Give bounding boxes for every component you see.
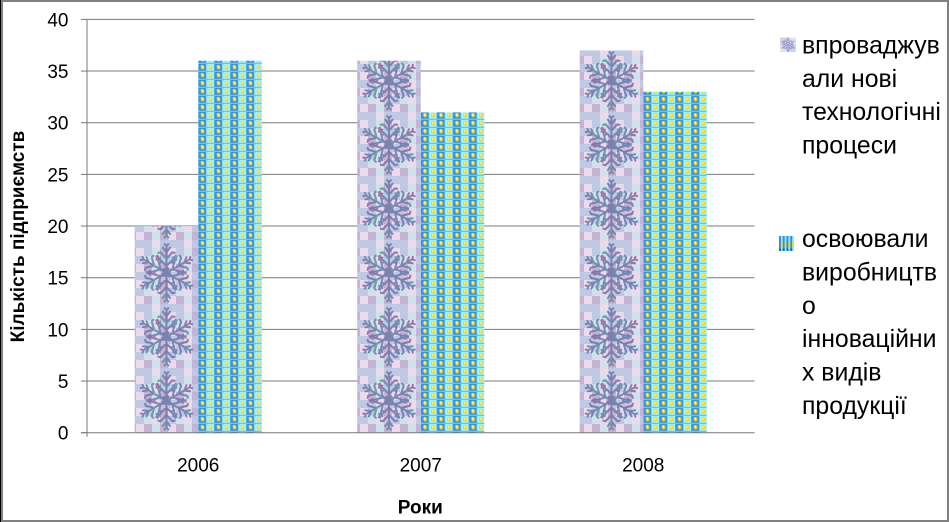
svg-text:х видів: х видів [802,360,881,387]
svg-text:виробництв: виробництв [802,259,937,286]
svg-text:технологічні: технологічні [802,99,941,126]
svg-text:35: 35 [47,62,68,83]
svg-text:Кількість підприємств: Кількість підприємств [8,131,29,343]
svg-text:2007: 2007 [400,456,442,477]
svg-text:освоювали: освоювали [802,226,928,253]
svg-text:0: 0 [58,424,69,445]
svg-text:продукції: продукції [802,393,907,420]
svg-text:інноваційни: інноваційни [802,326,936,353]
svg-text:впроваджув: впроваджув [802,32,940,59]
svg-text:али нові: али нові [802,66,897,93]
svg-text:2006: 2006 [177,456,219,477]
svg-text:2008: 2008 [622,456,664,477]
svg-text:40: 40 [47,10,68,31]
svg-text:25: 25 [47,165,68,186]
svg-text:Роки: Роки [398,498,443,519]
svg-text:5: 5 [58,372,69,393]
svg-text:20: 20 [47,217,68,238]
svg-text:15: 15 [47,269,68,290]
svg-text:о: о [802,293,816,320]
svg-text:процеси: процеси [802,133,897,160]
svg-text:10: 10 [47,320,68,341]
svg-text:30: 30 [47,114,68,135]
